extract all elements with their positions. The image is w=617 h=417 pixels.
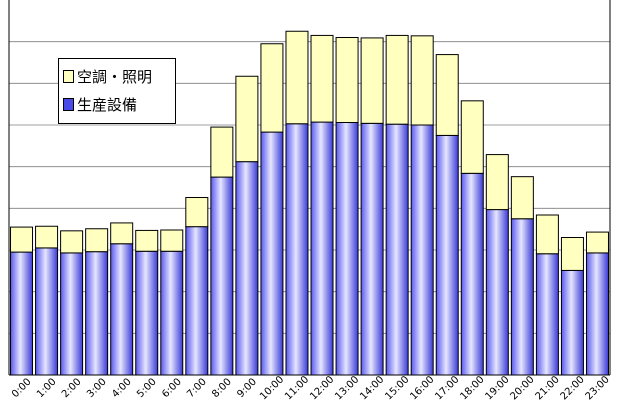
- bar-hvac-lighting-1100: [285, 30, 309, 125]
- bar-production-equipment-1600: [410, 124, 434, 376]
- bar-production-equipment-300: [85, 251, 109, 376]
- legend-label-production-equipment: 生産設備: [77, 95, 138, 114]
- x-tick-label: 8:00: [210, 376, 234, 400]
- legend-item-production-equipment: 生産設備: [63, 93, 137, 115]
- bar-hvac-lighting-700: [185, 197, 209, 228]
- bar-production-equipment-100: [35, 247, 59, 376]
- bar-hvac-lighting-1900: [485, 154, 509, 211]
- x-tick-label: 2:00: [60, 376, 84, 400]
- bar-production-equipment-700: [185, 226, 209, 376]
- bar-production-equipment-2300: [585, 252, 609, 376]
- bar-production-equipment-1300: [335, 122, 359, 376]
- bars-group: [10, 30, 609, 376]
- x-tick-label: 14:00: [358, 374, 386, 402]
- bar-hvac-lighting-1400: [360, 37, 384, 124]
- bar-hvac-lighting-1600: [410, 35, 434, 126]
- legend-swatch-hvac-lighting: [63, 69, 74, 83]
- bar-production-equipment-1800: [460, 172, 484, 376]
- x-tick-label: 6:00: [160, 376, 184, 400]
- x-tick-label: 3:00: [85, 376, 109, 400]
- bar-production-equipment-500: [135, 250, 159, 376]
- x-tick-label: 15:00: [383, 374, 411, 402]
- x-tick-label: 10:00: [258, 374, 286, 402]
- x-tick-label: 23:00: [584, 374, 612, 402]
- bar-hvac-lighting-2300: [585, 231, 609, 254]
- bar-production-equipment-800: [210, 176, 234, 376]
- bar-hvac-lighting-100: [35, 225, 59, 249]
- x-tick-label: 22:00: [559, 374, 587, 402]
- bar-hvac-lighting-500: [135, 229, 159, 252]
- bar-hvac-lighting-1000: [260, 43, 284, 133]
- bar-production-equipment-2200: [560, 269, 584, 376]
- x-tick-label: 12:00: [308, 374, 336, 402]
- bar-hvac-lighting-400: [110, 222, 134, 245]
- x-tick-labels: 0:00 1:00 2:00 3:00 4:00 5:00 6:00 7:00 8:00 9:00…: [10, 374, 612, 402]
- x-tick-label: 11:00: [283, 374, 311, 402]
- bar-hvac-lighting-1500: [385, 34, 409, 125]
- x-tick-label: 5:00: [135, 376, 159, 400]
- x-tick-label: 4:00: [110, 376, 134, 400]
- bar-production-equipment-400: [110, 243, 134, 376]
- bar-hvac-lighting-1800: [460, 100, 484, 174]
- x-tick-label: 9:00: [235, 376, 259, 400]
- x-tick-label: 18:00: [458, 374, 486, 402]
- x-tick-label: 0:00: [10, 376, 34, 400]
- x-tick-label: 7:00: [185, 376, 209, 400]
- bar-production-equipment-000: [10, 251, 34, 376]
- bar-hvac-lighting-200: [60, 230, 84, 254]
- bar-hvac-lighting-2200: [560, 237, 584, 271]
- x-tick-label: 16:00: [408, 374, 436, 402]
- bar-hvac-lighting-300: [85, 228, 109, 253]
- bar-production-equipment-200: [60, 252, 84, 376]
- legend-item-hvac-lighting: 空調・照明: [63, 65, 152, 87]
- legend-swatch-production-equipment: [63, 97, 74, 111]
- bar-hvac-lighting-900: [235, 75, 259, 163]
- bar-hvac-lighting-600: [160, 229, 184, 252]
- bar-production-equipment-1700: [435, 134, 459, 376]
- legend-label-hvac-lighting: 空調・照明: [77, 67, 153, 86]
- bar-production-equipment-1900: [485, 209, 509, 376]
- bar-production-equipment-1500: [385, 123, 409, 376]
- bar-production-equipment-1100: [285, 123, 309, 376]
- x-tick-label: 13:00: [333, 374, 361, 402]
- legend: 空調・照明 生産設備: [58, 58, 176, 124]
- x-tick-label: 20:00: [509, 374, 537, 402]
- bar-production-equipment-2100: [535, 253, 559, 376]
- bar-hvac-lighting-2000: [510, 176, 534, 220]
- x-tick-label: 1:00: [35, 376, 59, 400]
- bar-hvac-lighting-2100: [535, 214, 559, 255]
- x-tick-label: 19:00: [483, 374, 511, 402]
- bar-hvac-lighting-800: [210, 126, 234, 178]
- x-tick-label: 17:00: [433, 374, 461, 402]
- x-tick-label: 21:00: [534, 374, 562, 402]
- bar-hvac-lighting-1300: [335, 37, 359, 123]
- bar-hvac-lighting-1700: [435, 54, 459, 136]
- bar-production-equipment-600: [160, 250, 184, 376]
- bar-production-equipment-900: [235, 161, 259, 376]
- bar-production-equipment-1200: [310, 121, 334, 376]
- bar-hvac-lighting-000: [10, 226, 34, 253]
- bar-production-equipment-1000: [260, 131, 284, 376]
- bar-production-equipment-2000: [510, 218, 534, 376]
- bar-production-equipment-1400: [360, 122, 384, 376]
- bar-hvac-lighting-1200: [310, 34, 334, 123]
